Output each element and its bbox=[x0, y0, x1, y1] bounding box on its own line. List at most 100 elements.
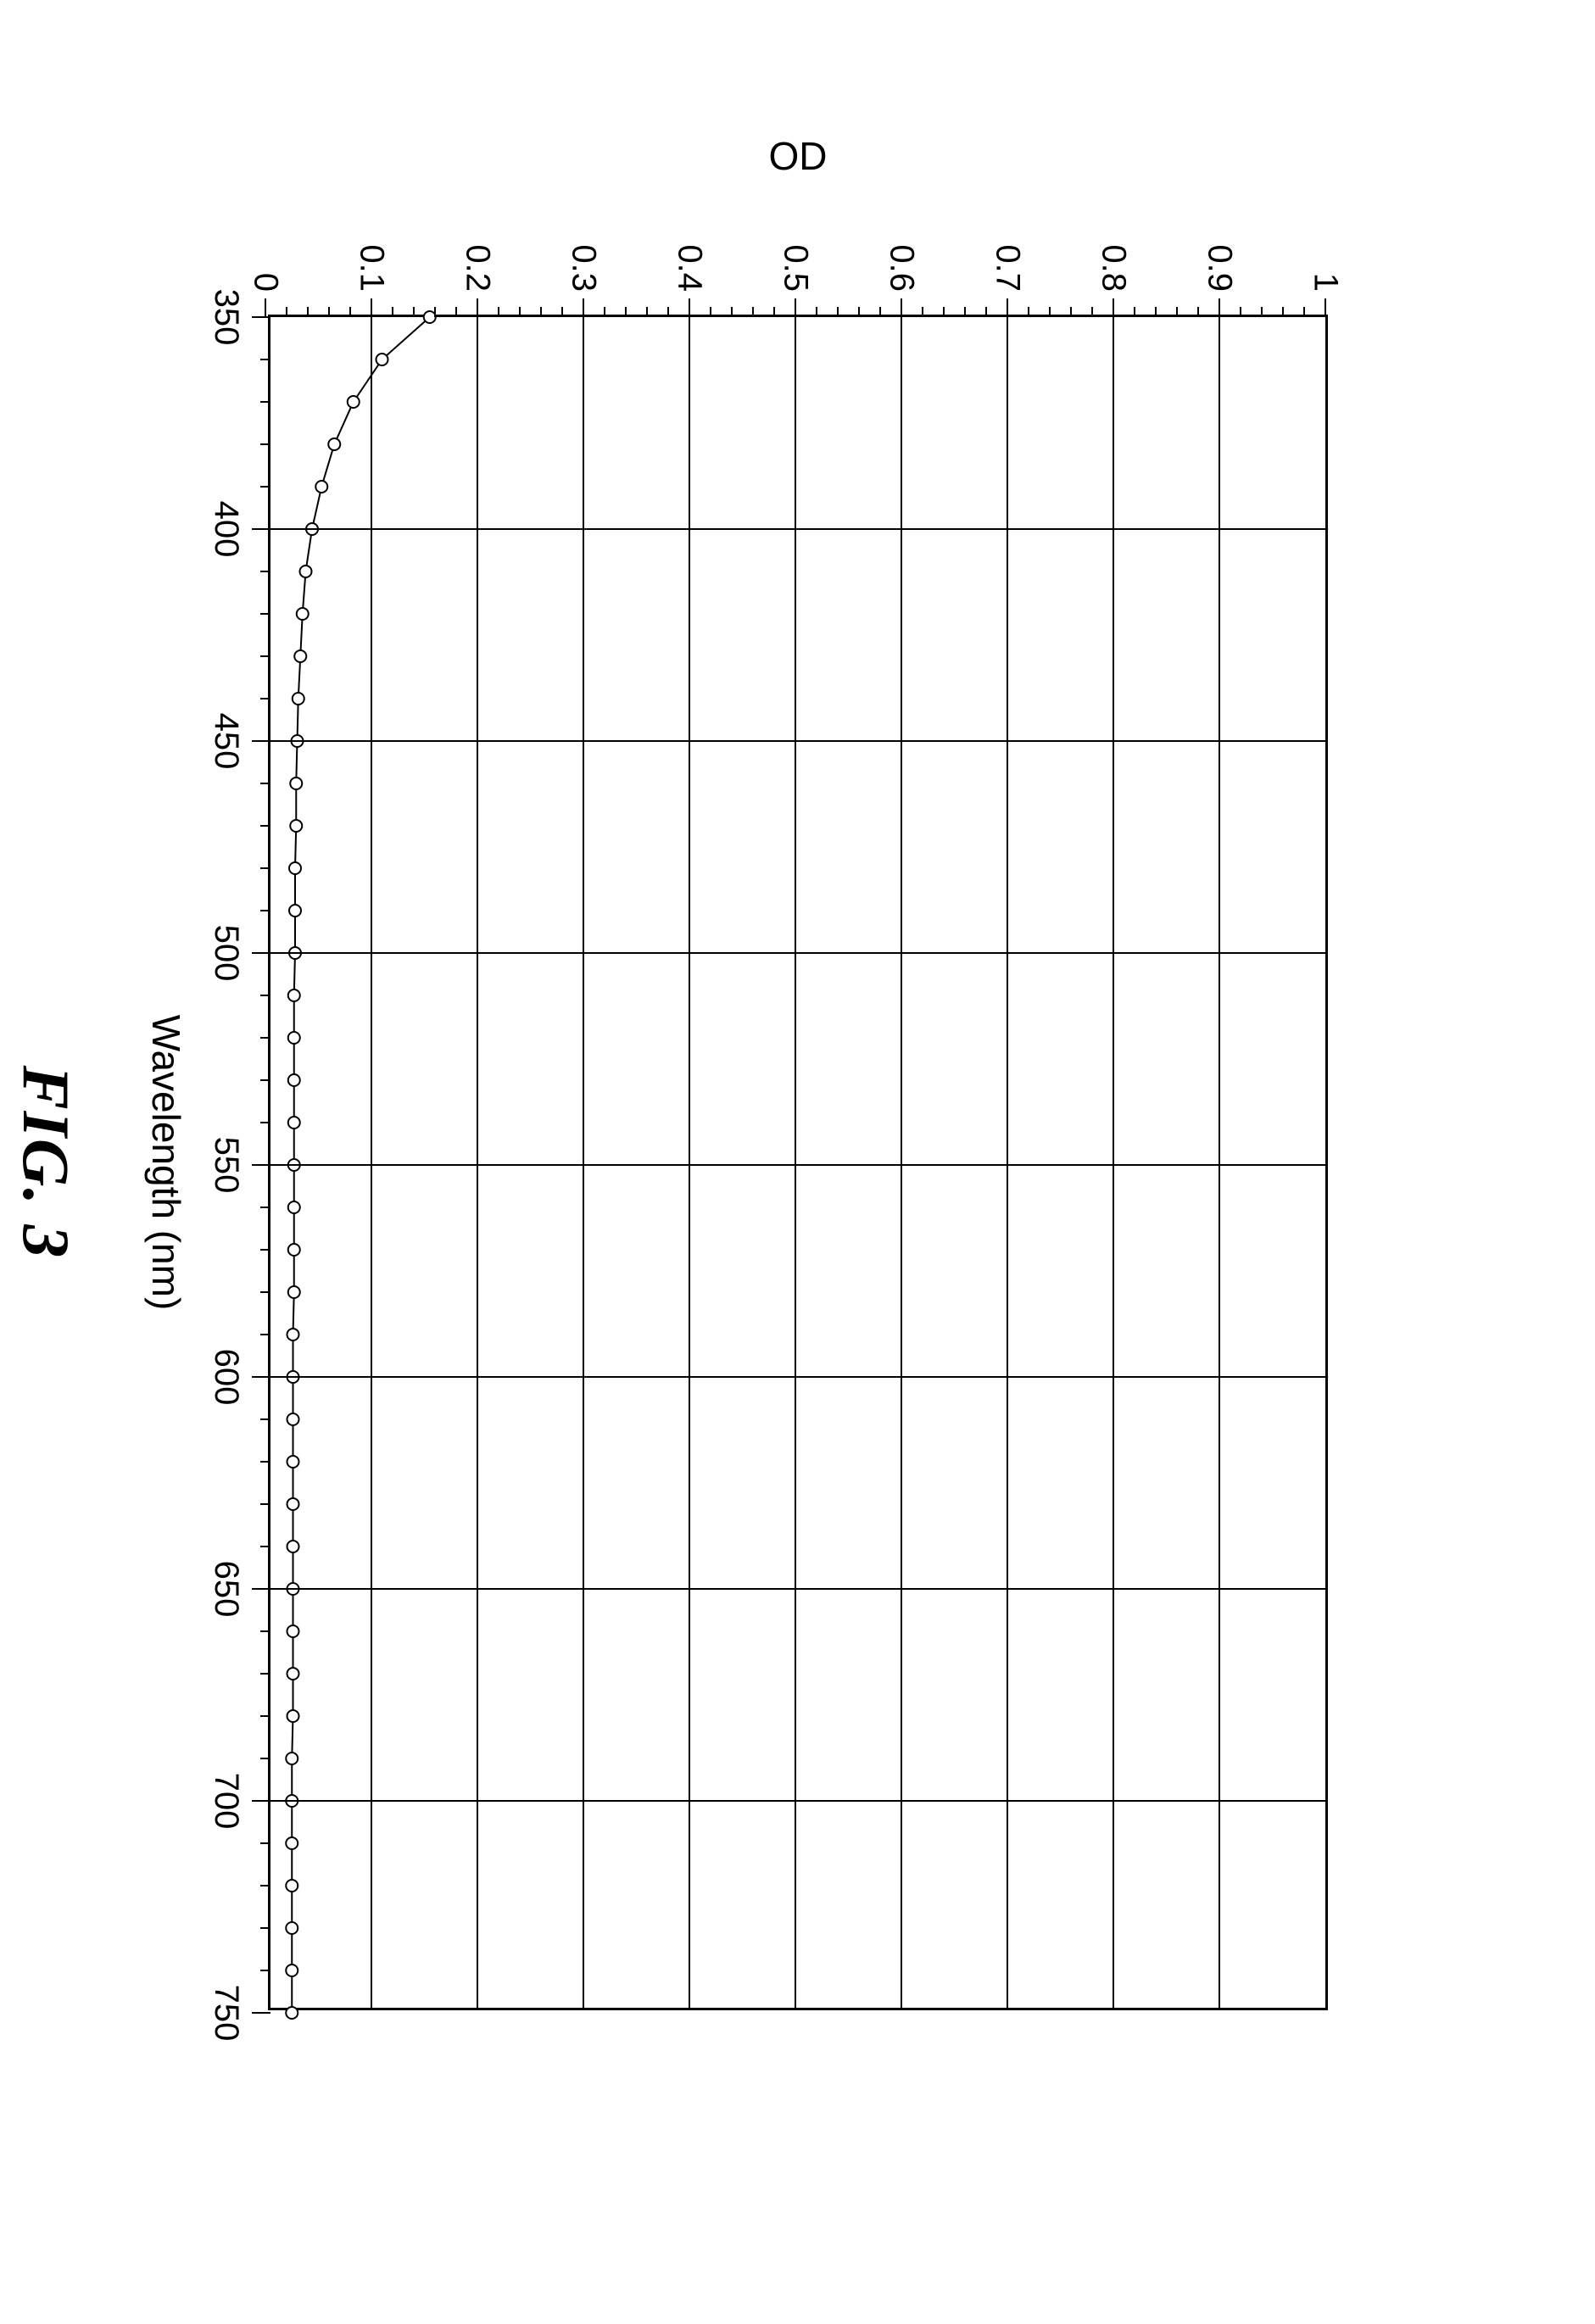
x-tick-major bbox=[252, 1164, 270, 1166]
y-tick-minor bbox=[964, 307, 966, 317]
x-tick-minor bbox=[260, 613, 270, 615]
gridline-horizontal bbox=[583, 317, 584, 2008]
y-tick-minor bbox=[349, 307, 351, 317]
y-tick-major bbox=[583, 298, 584, 317]
y-tick-minor bbox=[328, 307, 330, 317]
gridline-horizontal bbox=[371, 317, 372, 2008]
y-tick-minor bbox=[434, 307, 436, 317]
x-tick-minor bbox=[260, 910, 270, 911]
y-tick-minor bbox=[625, 307, 627, 317]
data-marker bbox=[286, 1753, 298, 1764]
x-tick-label: 350 bbox=[207, 288, 245, 345]
x-tick-minor bbox=[260, 1461, 270, 1463]
gridline-vertical bbox=[270, 1588, 1325, 1590]
y-tick-label: 0.6 bbox=[882, 244, 920, 292]
figure-caption: FIG. 3 bbox=[8, 1065, 84, 1259]
x-tick-minor bbox=[260, 698, 270, 699]
data-marker bbox=[328, 438, 340, 450]
x-tick-label: 600 bbox=[207, 1348, 245, 1405]
data-marker bbox=[290, 820, 302, 832]
x-tick-minor bbox=[260, 1418, 270, 1420]
y-tick-minor bbox=[816, 307, 817, 317]
x-tick-minor bbox=[260, 1037, 270, 1039]
x-tick-minor bbox=[260, 1715, 270, 1717]
y-tick-minor bbox=[455, 307, 457, 317]
x-tick-minor bbox=[260, 825, 270, 827]
y-tick-minor bbox=[710, 307, 711, 317]
y-tick-label: 0.5 bbox=[776, 244, 814, 292]
data-marker bbox=[287, 1329, 298, 1340]
x-tick-minor bbox=[260, 783, 270, 784]
data-marker bbox=[287, 1541, 298, 1552]
gridline-vertical bbox=[270, 952, 1325, 954]
y-tick-minor bbox=[837, 307, 839, 317]
data-marker bbox=[286, 1965, 298, 1976]
x-tick-minor bbox=[260, 486, 270, 488]
y-tick-minor bbox=[307, 307, 309, 317]
x-tick-label: 550 bbox=[207, 1136, 245, 1193]
plot-area: Wavelength (nm) OD FIG. 3 35040045050055… bbox=[268, 315, 1328, 2010]
x-tick-label: 450 bbox=[207, 712, 245, 769]
data-marker bbox=[287, 1413, 298, 1425]
x-tick-major bbox=[252, 2012, 270, 2014]
y-tick-label: 0 bbox=[246, 272, 284, 291]
y-tick-major bbox=[265, 298, 266, 317]
x-tick-minor bbox=[260, 1207, 270, 1208]
x-tick-label: 750 bbox=[207, 1984, 245, 2041]
gridline-vertical bbox=[270, 1800, 1325, 1802]
y-tick-minor bbox=[1303, 307, 1305, 317]
y-tick-minor bbox=[1091, 307, 1093, 317]
x-tick-major bbox=[252, 952, 270, 954]
page: Wavelength (nm) OD FIG. 3 35040045050055… bbox=[0, 0, 1595, 2324]
y-tick-label: 0.3 bbox=[564, 244, 602, 292]
x-tick-major bbox=[252, 1588, 270, 1590]
gridline-vertical bbox=[270, 528, 1325, 530]
y-tick-minor bbox=[1134, 307, 1135, 317]
y-tick-label: 0.2 bbox=[458, 244, 496, 292]
x-tick-minor bbox=[260, 401, 270, 403]
gridline-horizontal bbox=[689, 317, 690, 2008]
data-marker bbox=[376, 354, 388, 365]
x-tick-minor bbox=[260, 1122, 270, 1123]
y-tick-minor bbox=[1261, 307, 1263, 317]
x-tick-minor bbox=[260, 1885, 270, 1887]
data-marker bbox=[287, 1498, 298, 1510]
x-tick-major bbox=[252, 528, 270, 530]
y-tick-minor bbox=[1240, 307, 1241, 317]
y-tick-minor bbox=[498, 307, 499, 317]
y-axis-label: OD bbox=[768, 133, 827, 179]
x-tick-minor bbox=[260, 1291, 270, 1293]
gridline-vertical bbox=[270, 740, 1325, 742]
y-tick-major bbox=[1113, 298, 1114, 317]
x-tick-minor bbox=[260, 655, 270, 657]
data-marker bbox=[296, 608, 308, 620]
gridline-vertical bbox=[270, 1376, 1325, 1378]
y-tick-minor bbox=[879, 307, 881, 317]
y-tick-minor bbox=[392, 307, 393, 317]
y-tick-minor bbox=[1049, 307, 1051, 317]
data-marker bbox=[347, 396, 359, 408]
gridline-horizontal bbox=[1219, 317, 1220, 2008]
data-marker bbox=[286, 2007, 298, 2019]
data-marker bbox=[289, 862, 301, 874]
data-marker bbox=[287, 1710, 298, 1722]
y-tick-minor bbox=[286, 307, 287, 317]
y-tick-minor bbox=[773, 307, 775, 317]
y-tick-minor bbox=[540, 307, 542, 317]
x-tick-label: 500 bbox=[207, 924, 245, 981]
y-tick-minor bbox=[1070, 307, 1072, 317]
x-tick-minor bbox=[260, 1758, 270, 1759]
x-tick-minor bbox=[260, 359, 270, 360]
y-tick-label: 1 bbox=[1306, 272, 1344, 291]
data-marker bbox=[294, 650, 306, 662]
y-tick-major bbox=[901, 298, 902, 317]
y-tick-minor bbox=[604, 307, 605, 317]
data-marker bbox=[286, 1922, 298, 1934]
chart-container: Wavelength (nm) OD FIG. 3 35040045050055… bbox=[268, 315, 1328, 2010]
x-tick-minor bbox=[260, 867, 270, 869]
y-tick-major bbox=[689, 298, 690, 317]
x-tick-minor bbox=[260, 1970, 270, 1971]
data-marker bbox=[292, 693, 304, 705]
gridline-horizontal bbox=[795, 317, 796, 2008]
data-marker bbox=[287, 1032, 299, 1044]
